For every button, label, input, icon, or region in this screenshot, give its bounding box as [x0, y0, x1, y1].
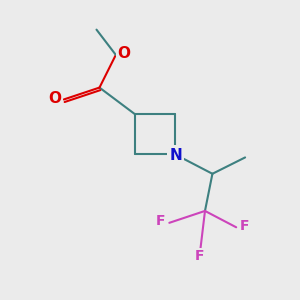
- Text: F: F: [240, 219, 249, 233]
- Text: O: O: [118, 46, 130, 61]
- Text: O: O: [48, 92, 62, 106]
- Text: F: F: [194, 249, 204, 263]
- Text: N: N: [169, 148, 182, 163]
- Text: F: F: [156, 214, 166, 228]
